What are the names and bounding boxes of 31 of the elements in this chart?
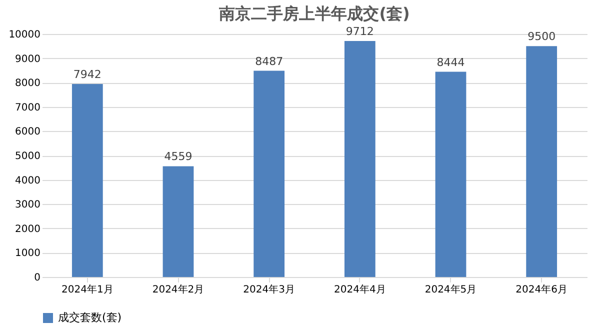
y-tick-label: 1000 <box>15 248 40 260</box>
y-tick-label: 2000 <box>15 224 40 235</box>
chart-title: 南京二手房上半年成交(套) <box>218 4 410 23</box>
y-tick-label: 3000 <box>15 200 40 211</box>
data-label: 4559 <box>164 150 192 164</box>
bar <box>435 72 466 277</box>
y-tick-label: 4000 <box>15 175 40 186</box>
y-tick-label: 6000 <box>15 126 40 138</box>
bar <box>526 46 558 277</box>
y-tick-label: 9000 <box>15 54 40 65</box>
x-tick-label: 2024年3月 <box>243 284 295 296</box>
bar <box>72 84 103 277</box>
x-tick-label: 2024年2月 <box>152 284 204 296</box>
data-label: 8444 <box>436 56 465 69</box>
data-label: 8487 <box>255 54 284 68</box>
x-tick-label: 2024年5月 <box>424 284 477 296</box>
y-tick-label: 10000 <box>8 30 40 40</box>
data-label: 9712 <box>346 25 374 38</box>
y-tick-label: 5000 <box>15 151 40 162</box>
x-tick-label: 2024年4月 <box>334 284 386 296</box>
x-tick-label: 2024年6月 <box>516 284 568 296</box>
y-tick-label: 0 <box>34 272 40 284</box>
bar <box>344 41 376 277</box>
bar <box>254 70 285 277</box>
data-label: 7942 <box>73 68 102 82</box>
legend-label: 成交套数(套) <box>58 311 122 324</box>
y-tick-label: 7000 <box>15 102 40 114</box>
data-label: 9500 <box>528 30 556 44</box>
bar <box>162 166 194 277</box>
y-tick-label: 8000 <box>15 78 40 90</box>
x-tick-label: 2024年1月 <box>62 284 114 296</box>
